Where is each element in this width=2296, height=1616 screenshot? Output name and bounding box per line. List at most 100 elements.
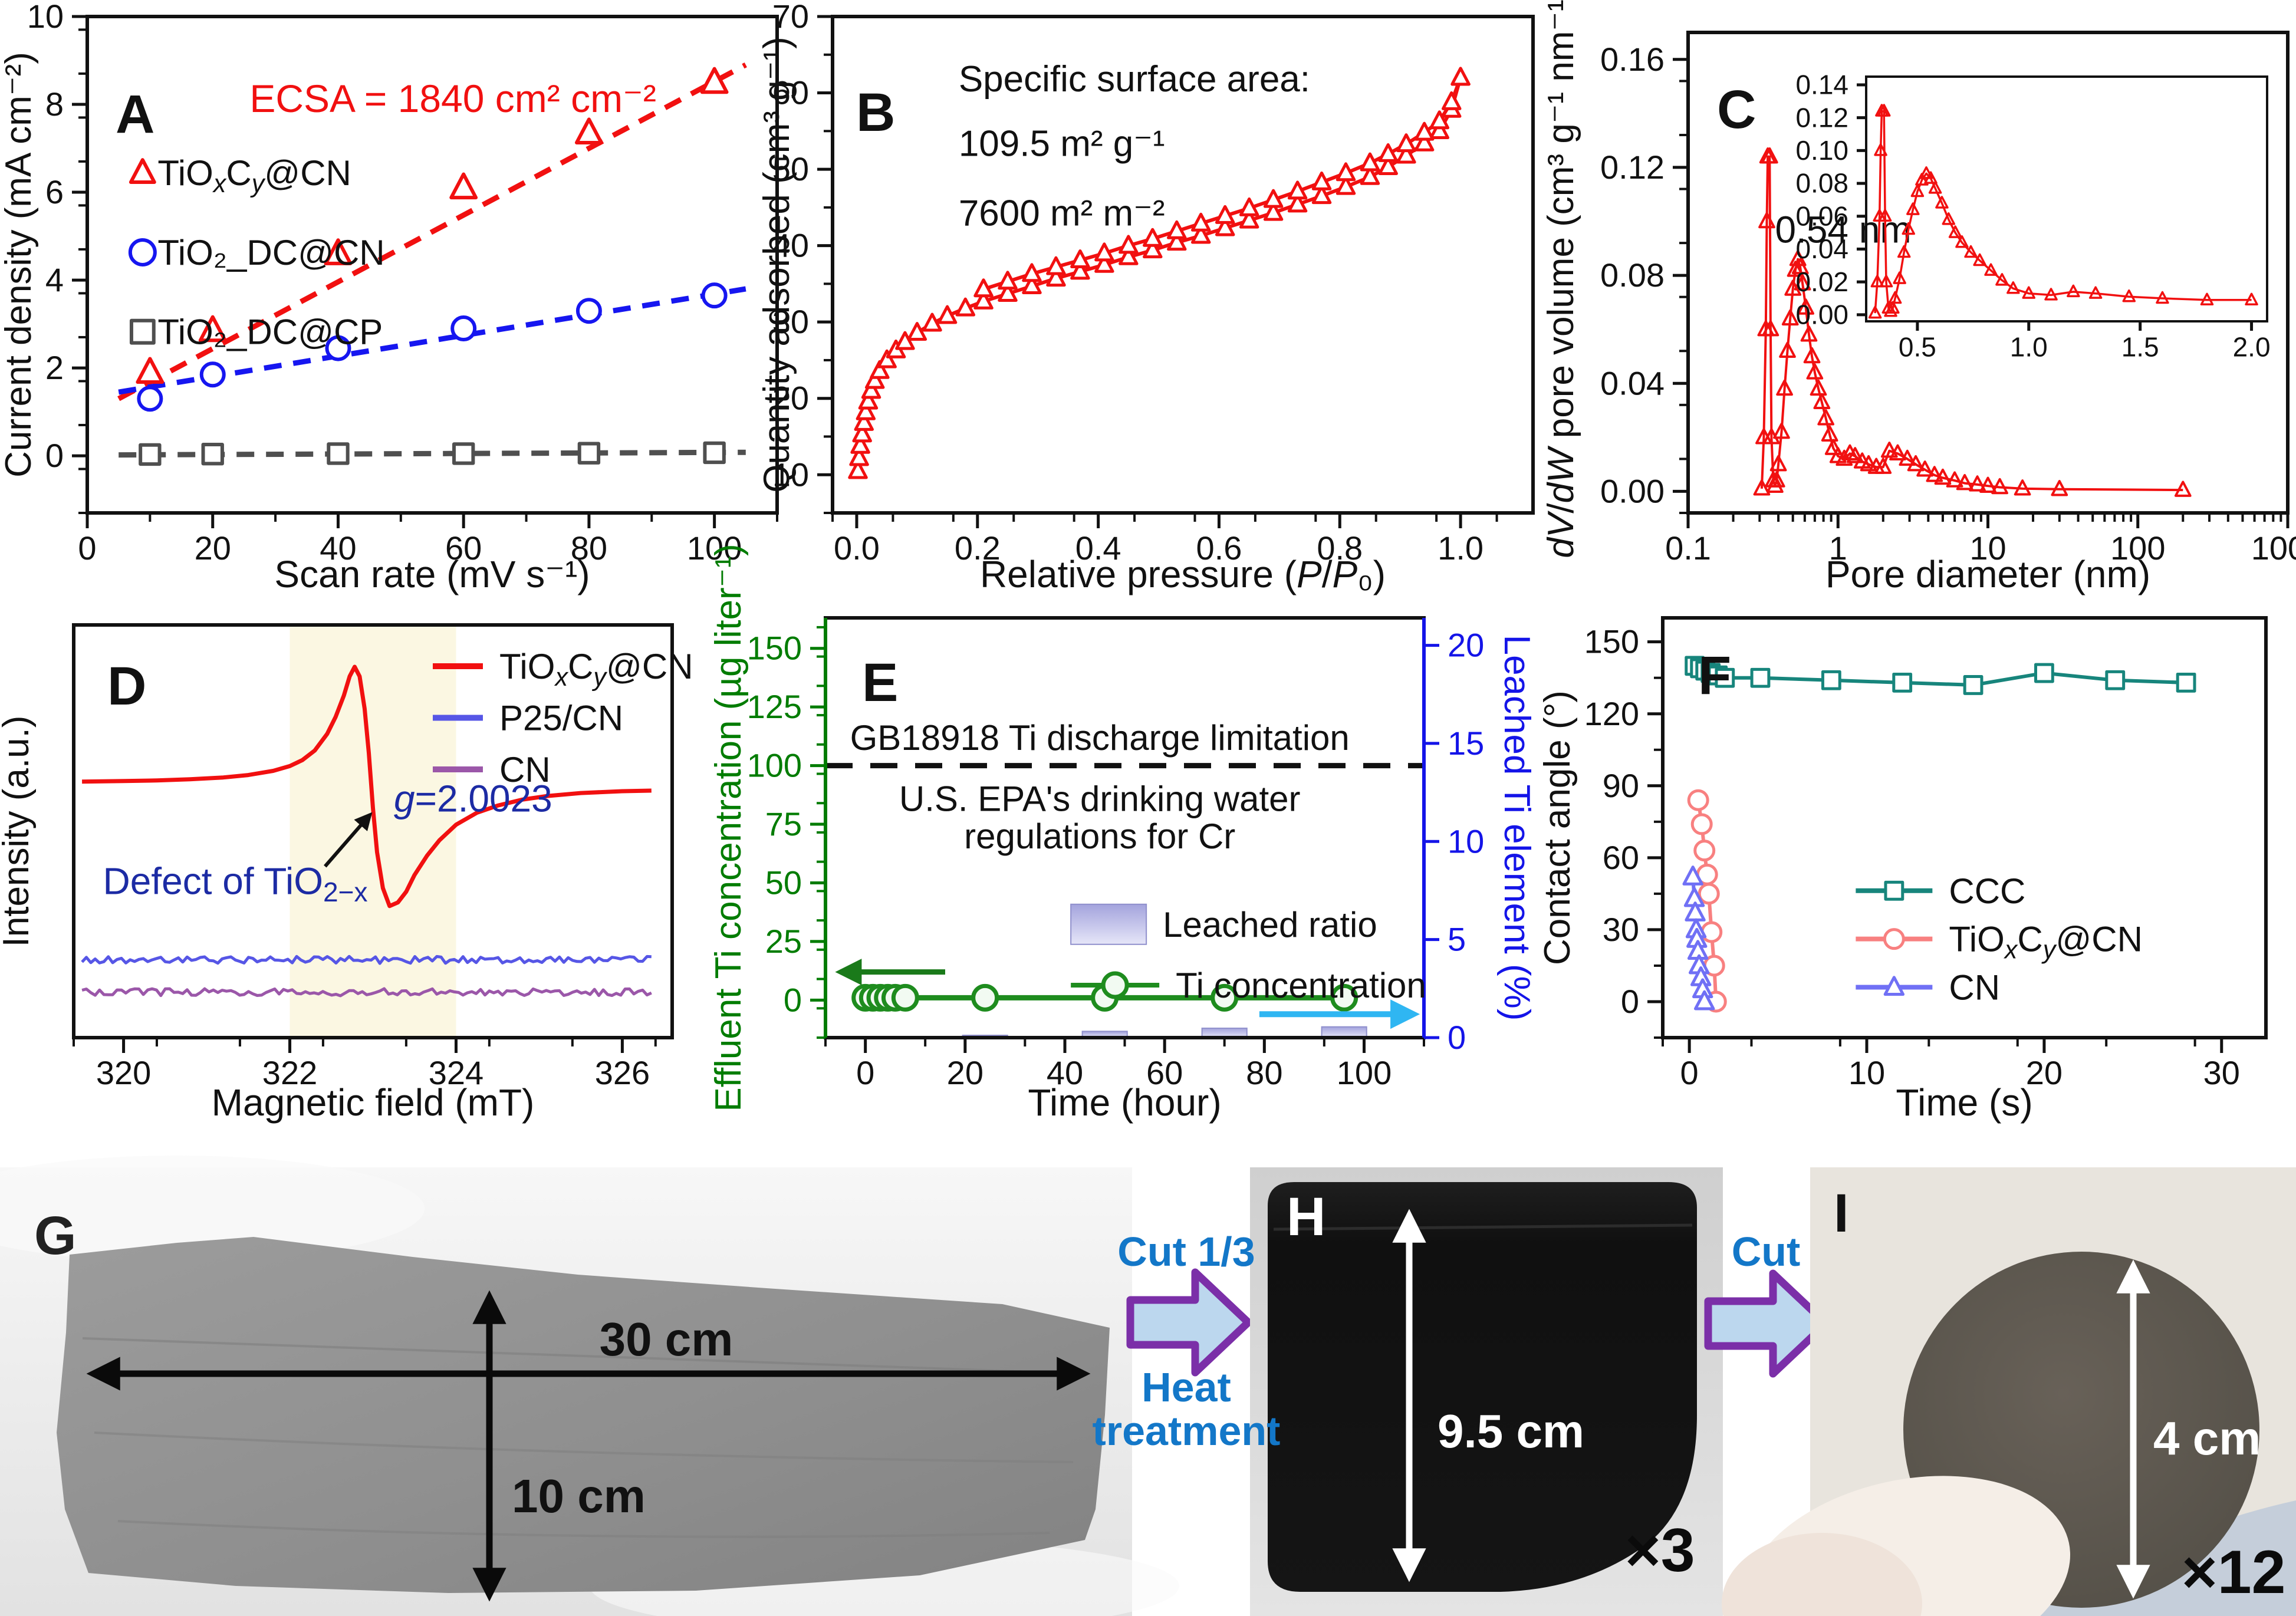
data-point-triangle [2200, 292, 2214, 306]
data-point-triangle [1906, 202, 1920, 215]
data-point-triangle [1378, 143, 1398, 162]
data-point-triangle [2088, 286, 2103, 299]
x-tick-label: 0.5 [1899, 332, 1936, 363]
x-axis-title: Pore diameter (nm) [1825, 553, 2150, 595]
data-point-triangle [877, 349, 897, 368]
data-point-triangle [1824, 439, 1842, 455]
y-tick-label: 0.04 [1600, 364, 1665, 401]
x-axis-title: Magnetic field (mT) [212, 1081, 535, 1124]
data-point-triangle [1926, 466, 1943, 482]
data-point-triangle [1810, 379, 1827, 396]
panel-label-d: D [107, 656, 147, 716]
data-point-triangle [1263, 202, 1284, 221]
data-point-triangle [1762, 320, 1779, 337]
data-point-triangle [1167, 232, 1187, 251]
annotation: Defect of TiO2−x [103, 860, 368, 907]
data-point-triangle [998, 282, 1018, 302]
annotation: Specific surface area: [959, 59, 1310, 100]
data-point-triangle [324, 238, 353, 265]
y-axis-title: Contact angle (°) [1537, 690, 1578, 965]
data-point-triangle [973, 278, 994, 298]
x-tick-label: 80 [1246, 1054, 1282, 1091]
y-tick-label: 0.04 [1795, 233, 1848, 264]
data-point-triangle [870, 360, 890, 379]
annotation: 7600 m² m⁻² [959, 193, 1165, 233]
data-point-triangle [2006, 281, 2020, 294]
data-point-triangle [1070, 261, 1090, 280]
data-point-circle [1693, 840, 1716, 862]
y-tick-label: 0 [1621, 983, 1639, 1020]
y-tick-label: 125 [747, 688, 802, 725]
data-point-triangle [2174, 480, 2192, 497]
data-point-circle [891, 983, 919, 1012]
legend-label: TiO₂_DC@CN [157, 233, 384, 272]
data-point-circle [1101, 971, 1129, 999]
y-tick-label: 150 [1584, 623, 1639, 660]
x-tick-label: 0.8 [1317, 529, 1363, 567]
data-point-triangle [2022, 286, 2036, 299]
y-axis-title: Intensity (a.u.) [0, 716, 37, 947]
data-point-triangle [998, 271, 1018, 290]
data-point-circle [1687, 789, 1709, 811]
y-tick-label: 0.00 [1600, 472, 1665, 509]
process-arrow-2 [1704, 1269, 1830, 1378]
panel-label-i: I [1834, 1183, 1849, 1243]
data-point-triangle [1979, 476, 1996, 493]
data-point-triangle [1414, 121, 1435, 141]
data-point-triangle [1758, 212, 1775, 229]
data-point-square [327, 442, 350, 465]
x-tick-label: 100 [2110, 529, 2165, 567]
data-point-triangle [1886, 301, 1900, 314]
data-point-square [201, 442, 224, 466]
series-line-P25/CN-epr [81, 955, 652, 965]
y-tick-label: 30 [1603, 911, 1639, 948]
data-point-circle [199, 361, 226, 388]
data-point-square [1892, 672, 1913, 693]
x-tick-label: 100 [687, 529, 742, 567]
y-tick-label: 25 [765, 923, 802, 960]
data-point-circle [325, 335, 351, 361]
data-point-triangle [2122, 289, 2136, 302]
data-point-triangle [937, 305, 958, 324]
data-point-triangle [575, 117, 603, 144]
highlight-band [290, 625, 456, 1038]
data-point-triangle [1311, 171, 1332, 190]
data-point-triangle [850, 435, 870, 454]
data-point-triangle [1878, 209, 1892, 222]
data-point-triangle [1070, 249, 1090, 268]
panel-label-h: H [1287, 1187, 1326, 1247]
data-point-triangle [973, 290, 994, 310]
data-point-triangle [1450, 67, 1471, 86]
data-point-triangle [1956, 473, 1973, 491]
data-point-circle [1883, 928, 1905, 950]
data-point-triangle [848, 460, 868, 479]
panel-label-e: E [862, 653, 899, 713]
series-line-fit-red [117, 62, 747, 401]
y-tick-label: 8 [45, 85, 64, 123]
data-point-triangle [1781, 309, 1799, 326]
plot-frame [1661, 616, 2268, 1039]
data-point-circle [450, 315, 477, 342]
data-point-circle [1698, 883, 1720, 905]
y-tick-label: 0.08 [1795, 168, 1848, 199]
data-point-triangle [854, 412, 874, 431]
y-axis-title: Effluent Ti concentration (µg liter⁻¹) [708, 544, 749, 1111]
y-tick-label: 6 [45, 173, 64, 210]
data-point-triangle [856, 401, 876, 420]
right-tick-label: 15 [1448, 725, 1484, 762]
plot-frame [1865, 75, 2268, 322]
data-point-triangle [1969, 475, 1986, 492]
data-point-triangle [1883, 976, 1905, 996]
annotation: regulations for Cr [964, 817, 1235, 856]
data-point-triangle [907, 322, 927, 341]
right-axis-title: Leached Ti element (%) [1496, 635, 1537, 1021]
x-tick-label: 0 [78, 529, 96, 567]
x-axis-title: Time (hour) [1028, 1081, 1221, 1124]
y-axis-title: Current density (mA cm⁻²) [0, 52, 39, 478]
y-axis-title: dV/dW pore volume (cm³ g⁻¹ nm⁻¹) [1541, 0, 1581, 558]
x-tick-label: 0.2 [955, 529, 1001, 567]
data-point-square [2105, 670, 2126, 690]
data-point-triangle [1336, 162, 1356, 182]
